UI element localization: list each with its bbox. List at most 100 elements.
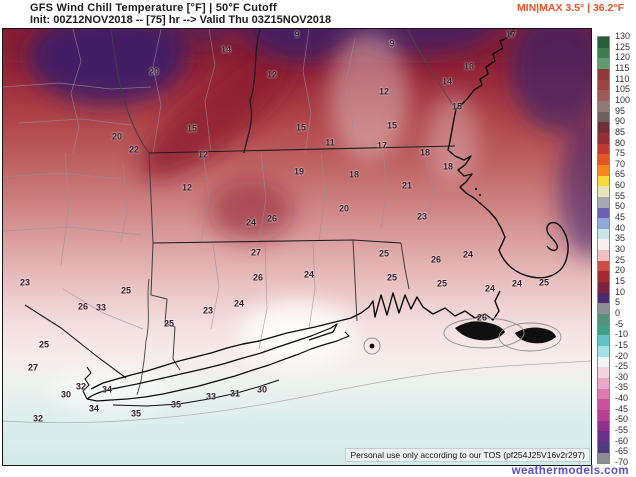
colorbar-tick-label: -5 (615, 318, 624, 329)
colorbar-tick-label: 95 (615, 105, 626, 116)
station-value: 24 (233, 298, 245, 309)
colorbar-tick-label: -45 (615, 403, 629, 414)
page-title: GFS Wind Chill Temperature [°F] | 50°F C… (30, 2, 277, 14)
colorbar-tick-label: 5 (615, 297, 621, 308)
map-shading-svg (3, 29, 591, 465)
colorbar-tick-label: 60 (615, 180, 626, 191)
colorbar-segment (598, 303, 609, 315)
station-value-layer: 20 14 9 9 17 18 14 12 12 15 15 15 20 15 22 11 17 12 19 18 18… (3, 29, 591, 465)
colorbar-segment (598, 250, 609, 261)
colorbar-tick-label: -10 (615, 329, 629, 340)
colorbar-segment (598, 68, 609, 80)
colorbar-tick-label: 105 (615, 84, 631, 95)
station-value: 25 (538, 277, 550, 288)
model-init-valid-line: Init: 00Z12NOV2018 -- [75] hr --> Valid … (30, 14, 332, 26)
colorbar-segment (598, 186, 609, 197)
colorbar-tick-label: 50 (615, 201, 626, 212)
station-value: 15 (451, 101, 463, 112)
station-value: 26 (266, 213, 278, 224)
minmax-readout: MIN|MAX 3.5° | 36.2°F (516, 2, 624, 14)
colorbar-tick-label: 45 (615, 212, 626, 223)
state-borders (24, 29, 456, 396)
station-value: 23 (416, 211, 428, 222)
colorbar-segment (598, 282, 609, 293)
station-value: 15 (186, 123, 198, 134)
colorbar-labels: 130 125 120 115 110 105 100 95 90 85 80 75 70 65 60 55 5… (615, 32, 636, 467)
station-value: 15 (386, 120, 398, 131)
station-value: 30 (60, 389, 72, 400)
colorbar-tick-label: 35 (615, 233, 626, 244)
colorbar-segment (598, 143, 609, 155)
colorbar-segment (598, 47, 609, 59)
colorbar-tick-label: -15 (615, 339, 629, 350)
colorbar-tick-label: -20 (615, 350, 629, 361)
station-value: 27 (27, 362, 39, 373)
colorbar-tick-label: 100 (615, 94, 631, 105)
colorbar-tick-label: 0 (615, 307, 621, 318)
colorbar-segment (598, 58, 609, 69)
station-value: 9 (294, 29, 300, 40)
colorbar-segment (598, 196, 609, 208)
station-value: 14 (220, 44, 232, 55)
colorbar-tick-label: -70 (615, 457, 629, 467)
colorbar-tick-label: 70 (615, 158, 626, 169)
station-value: 9 (389, 38, 395, 49)
station-value: 17 (376, 140, 388, 151)
station-value: 25 (38, 339, 50, 350)
station-value: 12 (266, 69, 278, 80)
station-value: 25 (386, 272, 398, 283)
station-value: 25 (436, 278, 448, 289)
station-value: 23 (19, 277, 31, 288)
colorbar-segment (598, 79, 609, 91)
colorbar-segment (598, 111, 609, 123)
station-value: 26 (476, 312, 488, 323)
station-value: 33 (95, 302, 107, 313)
colorbar-tick-label: 90 (615, 116, 626, 127)
islands (369, 187, 556, 349)
colorbar-tick-label: 20 (615, 265, 626, 276)
colorbar-segment (598, 420, 609, 432)
colorbar-tick-label: -25 (615, 361, 629, 372)
station-value: 20 (148, 66, 160, 77)
colorbar-tick-label: -30 (615, 371, 629, 382)
station-value: 23 (202, 305, 214, 316)
colorbar-tick-label: 75 (615, 148, 626, 159)
station-value: 34 (101, 384, 113, 395)
colorbar-segment (598, 399, 609, 410)
colorbar-segment (598, 441, 609, 453)
colorbar-tick-label: 125 (615, 41, 631, 52)
county-borders (3, 29, 591, 424)
station-value: 35 (170, 399, 182, 410)
station-value: 32 (32, 413, 44, 424)
colorbar-segment (598, 409, 609, 421)
colorbar-tick-label: 80 (615, 137, 626, 148)
colorbar-tick-label: 30 (615, 244, 626, 254)
station-value: 12 (378, 86, 390, 97)
colorbar-tick-label: -50 (615, 414, 629, 425)
colorbar-segment (598, 431, 609, 442)
station-value: 30 (256, 384, 268, 395)
colorbar-tick-label: -40 (615, 393, 629, 404)
colorbar-tick-label: 10 (615, 286, 626, 297)
colorbar-segment (598, 260, 609, 272)
colorbar-segment (598, 207, 609, 219)
station-value: 20 (111, 131, 123, 142)
coastline (82, 29, 569, 407)
colorbar-tick-label: 115 (615, 62, 630, 73)
station-value: 25 (378, 248, 390, 259)
colorbar-tick-label: 55 (615, 190, 626, 201)
station-value: 21 (401, 180, 413, 191)
mild-white-patches (51, 31, 479, 413)
station-value: 15 (295, 122, 307, 133)
colorbar-tick-label: 130 (615, 31, 631, 41)
colorbar-segment (598, 452, 609, 464)
colorbar-segment (598, 314, 609, 325)
station-value: 25 (120, 285, 132, 296)
colorbar-tick-label: -60 (615, 435, 629, 446)
colorbar-segment (598, 271, 609, 283)
colorbar-segment (598, 292, 609, 304)
colorbar-tick-label: 110 (615, 73, 630, 84)
station-value: 18 (348, 169, 360, 180)
colorbar-tick-label: 120 (615, 52, 631, 63)
station-value: 20 (338, 203, 350, 214)
